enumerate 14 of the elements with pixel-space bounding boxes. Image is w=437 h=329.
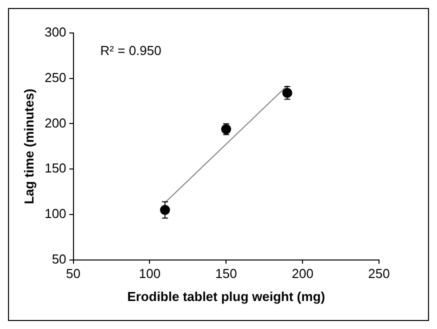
x-axis-title: Erodible tablet plug weight (mg) [127, 288, 326, 304]
x-tick-label: 100 [138, 266, 161, 282]
annotation: R² = 0.950 [100, 43, 162, 58]
x-tick-label: 50 [66, 266, 81, 282]
x-tick-label: 250 [368, 266, 390, 282]
y-tick-label: 150 [44, 160, 66, 176]
x-tick-label: 150 [215, 266, 237, 282]
y-tick-label: 200 [44, 115, 66, 130]
y-tick-label: 100 [44, 206, 66, 222]
x-tick-label: 200 [292, 266, 314, 282]
y-tick-label: 300 [44, 24, 66, 40]
y-tick-label: 50 [52, 251, 66, 266]
y-tick-label: 250 [44, 70, 66, 85]
y-axis-title: Lag time (minutes) [21, 88, 36, 204]
